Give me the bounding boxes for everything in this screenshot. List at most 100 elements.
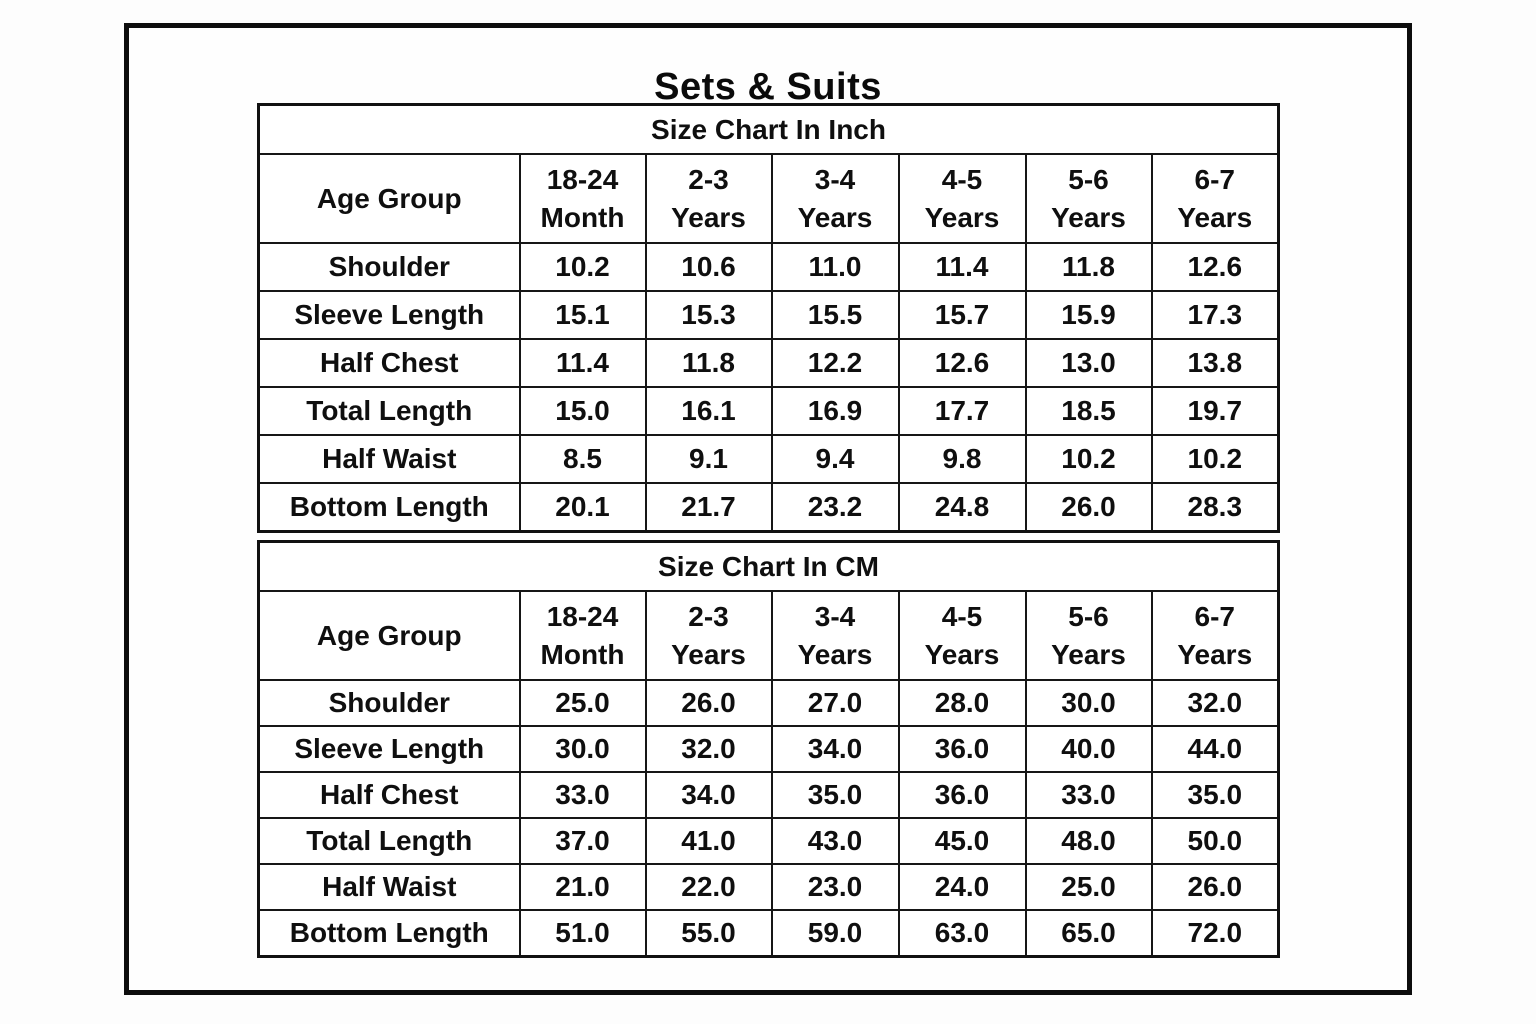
cell-value: 36.0 (897, 771, 1027, 819)
cell-value: 63.0 (897, 909, 1027, 958)
cell-value: 32.0 (1150, 679, 1280, 727)
row-label: Total Length (257, 817, 521, 865)
column-header: 5-6 Years (1024, 590, 1153, 681)
column-header: 3-4 Years (770, 590, 900, 681)
column-header-line1: 18-24 (546, 163, 619, 195)
cell-value: 36.0 (897, 725, 1027, 773)
cell-value: 33.0 (1024, 771, 1153, 819)
table-row: Half Chest 11.4 11.8 12.2 12.6 13.0 13.8 (257, 338, 1280, 388)
column-header: 2-3 Years (644, 153, 773, 244)
column-header: 3-4 Years (770, 153, 900, 244)
table-header-row: Age Group 18-24 Month 2-3 Years 3-4 Years 4… (257, 590, 1280, 681)
column-header-line2: Years (671, 638, 746, 670)
column-header-line2: Years (671, 201, 746, 233)
column-header-line2: Years (1177, 201, 1253, 233)
cell-value: 11.8 (1024, 242, 1153, 292)
cell-value: 45.0 (897, 817, 1027, 865)
cell-value: 25.0 (518, 679, 647, 727)
column-header: 6-7 Years (1150, 590, 1280, 681)
cell-value: 24.8 (897, 482, 1027, 533)
cell-value: 17.3 (1150, 290, 1280, 340)
column-header: 2-3 Years (644, 590, 773, 681)
cell-value: 15.9 (1024, 290, 1153, 340)
cell-value: 34.0 (644, 771, 773, 819)
cell-value: 72.0 (1150, 909, 1280, 958)
row-label: Sleeve Length (257, 290, 521, 340)
cell-value: 23.0 (770, 863, 900, 911)
column-header: 18-24 Month (518, 153, 647, 244)
column-header-line1: 2-3 (688, 163, 729, 195)
cell-value: 44.0 (1150, 725, 1280, 773)
cell-value: 9.4 (770, 434, 900, 484)
column-header: 5-6 Years (1024, 153, 1153, 244)
cell-value: 10.6 (644, 242, 773, 292)
row-label: Half Chest (257, 338, 521, 388)
column-header-line2: Years (1051, 201, 1126, 233)
cell-value: 16.1 (644, 386, 773, 436)
row-label: Total Length (257, 386, 521, 436)
table-row: Shoulder 10.2 10.6 11.0 11.4 11.8 12.6 (257, 242, 1280, 292)
column-header: 4-5 Years (897, 153, 1027, 244)
cell-value: 11.4 (518, 338, 647, 388)
column-header-line1: 3-4 (814, 600, 856, 632)
cell-value: 34.0 (770, 725, 900, 773)
column-header-line1: 5-6 (1068, 163, 1109, 195)
table-row: Bottom Length 20.1 21.7 23.2 24.8 26.0 2… (257, 482, 1280, 533)
table-row: Total Length 15.0 16.1 16.9 17.7 18.5 19… (257, 386, 1280, 436)
cell-value: 15.5 (770, 290, 900, 340)
cell-value: 26.0 (644, 679, 773, 727)
cell-value: 26.0 (1024, 482, 1153, 533)
table-title: Size Chart In Inch (257, 103, 1280, 155)
table-row: Sleeve Length 15.1 15.3 15.5 15.7 15.9 1… (257, 290, 1280, 340)
column-header-line1: 4-5 (941, 163, 983, 195)
cell-value: 28.3 (1150, 482, 1280, 533)
cell-value: 32.0 (644, 725, 773, 773)
page-title: Sets & Suits (654, 66, 882, 108)
column-header: 4-5 Years (897, 590, 1027, 681)
cell-value: 51.0 (518, 909, 647, 958)
cell-value: 12.2 (770, 338, 900, 388)
size-chart-cm-table: Size Chart In CM Age Group 18-24 Month 2-… (257, 540, 1281, 958)
corner-header: Age Group (257, 590, 521, 681)
cell-value: 13.0 (1024, 338, 1153, 388)
cell-value: 15.3 (644, 290, 773, 340)
cell-value: 48.0 (1024, 817, 1153, 865)
cell-value: 25.0 (1024, 863, 1153, 911)
column-header-line2: Years (924, 201, 1000, 233)
table-title-row: Size Chart In CM (257, 540, 1280, 592)
cell-value: 65.0 (1024, 909, 1153, 958)
column-header: 18-24 Month (518, 590, 647, 681)
cell-value: 28.0 (897, 679, 1027, 727)
cell-value: 15.1 (518, 290, 647, 340)
row-label: Shoulder (257, 679, 521, 727)
cell-value: 12.6 (897, 338, 1027, 388)
column-header-line1: 3-4 (814, 163, 856, 195)
column-header-line1: 6-7 (1194, 600, 1235, 632)
cell-value: 41.0 (644, 817, 773, 865)
row-label: Half Chest (257, 771, 521, 819)
cell-value: 12.6 (1150, 242, 1280, 292)
table-row: Half Waist 8.5 9.1 9.4 9.8 10.2 10.2 (257, 434, 1280, 484)
row-label: Half Waist (257, 434, 521, 484)
row-label: Sleeve Length (257, 725, 521, 773)
cell-value: 13.8 (1150, 338, 1280, 388)
table-row: Half Waist 21.0 22.0 23.0 24.0 25.0 26.0 (257, 863, 1280, 911)
column-header-line2: Years (924, 638, 1000, 670)
cell-value: 10.2 (1150, 434, 1280, 484)
cell-value: 11.4 (897, 242, 1027, 292)
cell-value: 11.8 (644, 338, 773, 388)
cell-value: 33.0 (518, 771, 647, 819)
cell-value: 16.9 (770, 386, 900, 436)
cell-value: 22.0 (644, 863, 773, 911)
cell-value: 50.0 (1150, 817, 1280, 865)
table-row: Total Length 37.0 41.0 43.0 45.0 48.0 50… (257, 817, 1280, 865)
cell-value: 35.0 (770, 771, 900, 819)
cell-value: 55.0 (644, 909, 773, 958)
column-header-line2: Month (540, 638, 625, 670)
column-header-line1: 6-7 (1194, 163, 1235, 195)
column-header-line1: 18-24 (546, 600, 619, 632)
cell-value: 9.8 (897, 434, 1027, 484)
table-title-row: Size Chart In Inch (257, 103, 1280, 155)
table-header-row: Age Group 18-24 Month 2-3 Years 3-4 Years 4… (257, 153, 1280, 244)
